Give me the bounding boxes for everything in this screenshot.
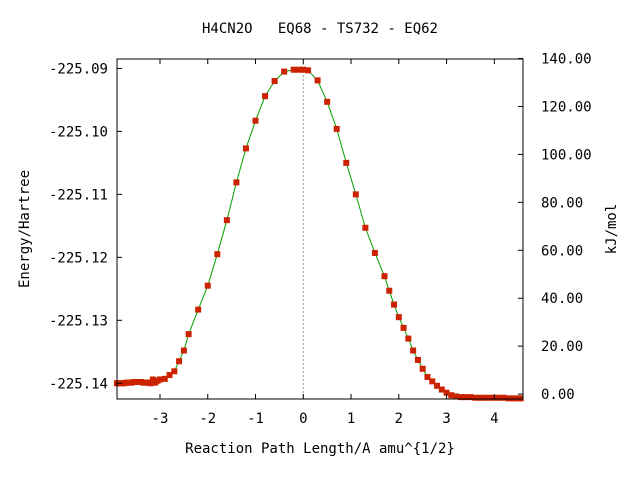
- data-point: [195, 306, 202, 313]
- chart-title: H4CN2O EQ68 - TS732 - EQ62: [202, 21, 438, 37]
- energy-curve: [117, 69, 521, 399]
- data-point: [510, 395, 517, 402]
- data-point: [500, 394, 507, 401]
- data-point: [171, 368, 178, 375]
- x-tick-label: 1: [347, 411, 355, 427]
- y-tick-label: -225.12: [49, 250, 108, 266]
- data-point: [290, 66, 297, 73]
- data-point: [486, 394, 493, 401]
- data-point: [233, 179, 240, 186]
- data-point: [300, 66, 307, 73]
- y2-tick-label: 100.00: [541, 147, 592, 163]
- data-point: [472, 394, 479, 401]
- y2-tick-label: 120.00: [541, 99, 592, 115]
- data-point: [314, 77, 321, 84]
- data-point: [185, 331, 192, 338]
- data-point: [149, 376, 156, 383]
- y2-axis-label: kJ/mol: [604, 204, 620, 255]
- data-point: [481, 394, 488, 401]
- data-point: [271, 78, 278, 85]
- y-tick-label: -225.13: [49, 313, 108, 329]
- data-point: [214, 251, 221, 258]
- data-point: [496, 394, 503, 401]
- data-point: [467, 394, 474, 401]
- data-point: [419, 365, 426, 372]
- data-point: [462, 394, 469, 401]
- y-tick-label: -225.10: [49, 124, 108, 140]
- data-point: [147, 380, 154, 387]
- y2-tick-label: 80.00: [541, 195, 583, 211]
- y2-axis-ticks: 0.00 20.00 40.00 60.00 80.00 100.00 120.00 140.…: [518, 52, 592, 403]
- data-point: [517, 395, 524, 402]
- data-point: [223, 217, 230, 224]
- data-point: [453, 393, 460, 400]
- y-tick-label: -225.14: [49, 376, 108, 392]
- y2-tick-label: 40.00: [541, 291, 583, 307]
- data-point: [391, 301, 398, 308]
- y2-tick-label: 140.00: [541, 52, 592, 68]
- data-point: [434, 382, 441, 389]
- data-point: [305, 67, 312, 74]
- data-point: [161, 375, 168, 382]
- x-axis-label: Reaction Path Length/A amu^{1/2}: [185, 441, 455, 457]
- data-point: [424, 373, 431, 380]
- x-tick-label: 4: [490, 411, 498, 427]
- y-axis-label: Energy/Hartree: [17, 170, 33, 288]
- data-point: [252, 117, 259, 124]
- data-point: [166, 372, 173, 379]
- data-point: [505, 395, 512, 402]
- plot-frame: [116, 58, 524, 400]
- y-tick-label: -225.09: [49, 61, 108, 77]
- data-points-layer: [114, 66, 524, 402]
- data-point: [457, 394, 464, 401]
- data-point: [405, 335, 412, 342]
- x-tick-label: 3: [442, 411, 450, 427]
- data-point: [295, 66, 302, 73]
- x-tick-label: -1: [247, 411, 264, 427]
- data-point: [324, 98, 331, 105]
- data-point: [448, 392, 455, 399]
- x-axis-ticks: -3 -2 -1 0 1 2 3 4: [152, 59, 499, 427]
- data-point: [438, 386, 445, 393]
- y2-tick-label: 20.00: [541, 339, 583, 355]
- data-point: [477, 394, 484, 401]
- x-tick-label: 2: [395, 411, 403, 427]
- data-point: [281, 68, 288, 75]
- data-point: [443, 389, 450, 396]
- data-point: [333, 125, 340, 132]
- data-point: [156, 376, 163, 383]
- y2-tick-label: 0.00: [541, 387, 575, 403]
- data-point: [176, 358, 183, 365]
- data-point: [414, 356, 421, 363]
- data-point: [204, 282, 211, 289]
- data-point: [429, 378, 436, 385]
- data-point: [343, 159, 350, 166]
- y-axis-ticks: -225.09 -225.10 -225.11 -225.12 -225.13 -225.…: [49, 61, 122, 392]
- data-point: [381, 273, 388, 280]
- data-point: [410, 347, 417, 354]
- data-point: [180, 347, 187, 354]
- data-point: [242, 145, 249, 152]
- data-point: [352, 191, 359, 198]
- data-point: [400, 324, 407, 331]
- data-point: [262, 93, 269, 100]
- data-point: [395, 314, 402, 321]
- data-point: [386, 287, 393, 294]
- x-tick-label: 0: [299, 411, 307, 427]
- x-tick-label: -3: [152, 411, 169, 427]
- y-tick-label: -225.11: [49, 187, 108, 203]
- energy-curve-layer: [117, 69, 521, 399]
- data-point: [362, 224, 369, 231]
- x-tick-label: -2: [199, 411, 216, 427]
- y2-tick-label: 60.00: [541, 243, 583, 259]
- data-point: [371, 249, 378, 256]
